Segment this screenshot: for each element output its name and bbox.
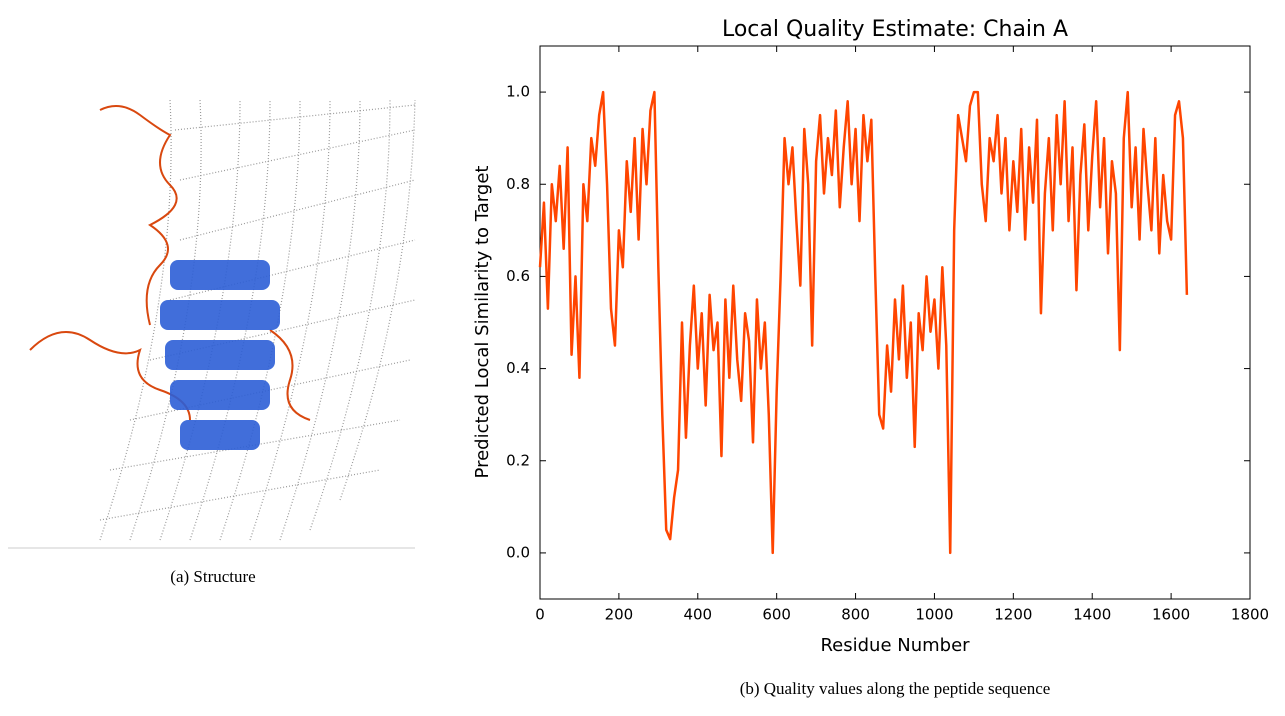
x-tick-label: 200 — [605, 606, 634, 624]
x-tick-label: 600 — [762, 606, 791, 624]
y-tick-label: 1.0 — [506, 83, 530, 101]
x-tick-label: 1600 — [1152, 606, 1190, 624]
chart-title: Local Quality Estimate: Chain A — [722, 17, 1068, 42]
y-axis-label: Predicted Local Similarity to Target — [472, 166, 493, 479]
y-tick-label: 0.8 — [506, 175, 530, 193]
plot-frame — [539, 45, 1251, 600]
y-tick-label: 0.6 — [506, 267, 530, 285]
caption: (b) Quality values along the peptide seq… — [740, 679, 1051, 698]
y-tick-label: 0.4 — [506, 359, 530, 377]
x-axis-label: Residue Number — [820, 635, 970, 656]
y-tick-label: 0.2 — [506, 451, 530, 469]
x-tick-label: 400 — [683, 606, 712, 624]
x-tick-label: 1800 — [1231, 606, 1269, 624]
x-tick-label: 1000 — [915, 606, 953, 624]
structure-image — [8, 99, 416, 549]
data-line — [538, 90, 1189, 555]
x-tick-label: 800 — [841, 606, 870, 624]
x-tick-label: 1400 — [1073, 606, 1111, 624]
x-tick-label: 1200 — [994, 606, 1032, 624]
caption: (a) Structure — [170, 567, 255, 586]
x-tick-label: 0 — [535, 606, 545, 624]
y-tick-label: 0.0 — [506, 543, 530, 561]
